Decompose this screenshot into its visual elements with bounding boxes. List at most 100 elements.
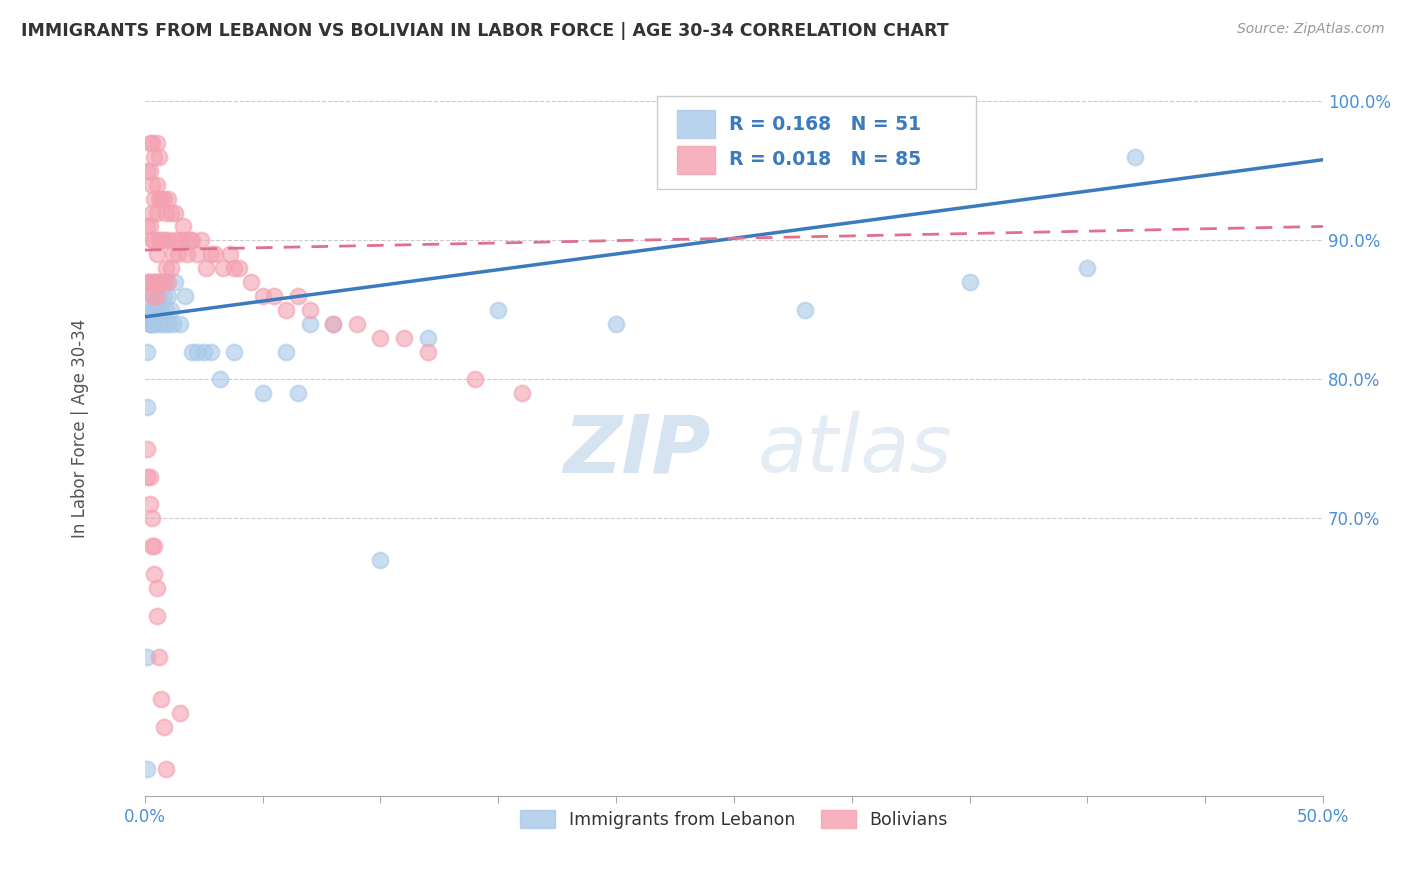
Point	[793, 302, 815, 317]
Point	[141, 302, 163, 317]
Point	[392, 331, 415, 345]
Point	[322, 317, 344, 331]
Point	[218, 247, 240, 261]
Point	[138, 136, 160, 150]
Point	[138, 469, 160, 483]
Point	[152, 289, 174, 303]
Point	[145, 247, 167, 261]
Point	[148, 650, 170, 665]
Point	[181, 344, 204, 359]
Legend: Immigrants from Lebanon, Bolivians: Immigrants from Lebanon, Bolivians	[513, 803, 955, 836]
Point	[263, 289, 285, 303]
Point	[143, 566, 166, 581]
Text: ZIP: ZIP	[562, 411, 710, 489]
Point	[141, 178, 163, 192]
Point	[200, 247, 222, 261]
Point	[152, 275, 174, 289]
Point	[159, 205, 181, 219]
Point	[224, 261, 246, 276]
Point	[176, 247, 198, 261]
Point	[138, 275, 160, 289]
Point	[157, 233, 180, 247]
Point	[169, 317, 191, 331]
FancyBboxPatch shape	[658, 96, 976, 188]
Point	[169, 706, 191, 720]
Point	[148, 275, 170, 289]
Point	[186, 344, 208, 359]
Text: atlas: atlas	[758, 411, 952, 489]
Point	[152, 233, 174, 247]
Point	[211, 261, 233, 276]
Bar	[678, 145, 716, 174]
Point	[224, 344, 246, 359]
Point	[239, 275, 262, 289]
Point	[179, 233, 201, 247]
Point	[152, 317, 174, 331]
Point	[148, 289, 170, 303]
Point	[141, 289, 163, 303]
Bar	[678, 111, 716, 138]
Point	[370, 553, 392, 567]
Point	[276, 302, 298, 317]
Point	[141, 511, 163, 525]
Point	[141, 233, 163, 247]
Point	[228, 261, 250, 276]
Point	[204, 247, 226, 261]
Text: IMMIGRANTS FROM LEBANON VS BOLIVIAN IN LABOR FORCE | AGE 30-34 CORRELATION CHART: IMMIGRANTS FROM LEBANON VS BOLIVIAN IN L…	[21, 22, 949, 40]
Point	[157, 192, 180, 206]
Point	[155, 261, 177, 276]
Point	[141, 136, 163, 150]
Point	[159, 302, 181, 317]
Point	[209, 372, 232, 386]
Point	[510, 386, 533, 401]
Point	[136, 650, 159, 665]
Point	[155, 205, 177, 219]
Point	[145, 581, 167, 595]
Point	[136, 344, 159, 359]
Point	[143, 289, 166, 303]
Point	[143, 539, 166, 553]
Point	[145, 302, 167, 317]
Point	[148, 192, 170, 206]
Point	[148, 317, 170, 331]
Point	[190, 233, 212, 247]
Point	[141, 317, 163, 331]
Point	[186, 247, 208, 261]
Point	[173, 233, 195, 247]
Text: R = 0.018   N = 85: R = 0.018 N = 85	[730, 151, 921, 169]
Point	[959, 275, 981, 289]
Point	[287, 386, 309, 401]
Point	[145, 178, 167, 192]
Text: R = 0.168   N = 51: R = 0.168 N = 51	[730, 115, 921, 134]
Point	[298, 302, 321, 317]
Point	[141, 289, 163, 303]
Point	[173, 289, 195, 303]
Point	[143, 317, 166, 331]
Point	[155, 275, 177, 289]
Point	[157, 289, 180, 303]
Point	[252, 386, 274, 401]
Point	[143, 275, 166, 289]
Point	[346, 317, 368, 331]
Point	[200, 344, 222, 359]
Point	[150, 275, 173, 289]
Point	[136, 400, 159, 414]
Point	[298, 317, 321, 331]
Point	[138, 498, 160, 512]
Point	[159, 261, 181, 276]
Point	[195, 261, 218, 276]
Point	[166, 247, 188, 261]
Point	[145, 608, 167, 623]
Point	[143, 192, 166, 206]
Point	[152, 720, 174, 734]
Point	[172, 219, 194, 234]
Point	[181, 233, 204, 247]
Point	[148, 150, 170, 164]
Point	[141, 539, 163, 553]
Point	[287, 289, 309, 303]
Point	[416, 331, 439, 345]
Point	[143, 275, 166, 289]
Point	[150, 692, 173, 706]
Point	[252, 289, 274, 303]
Point	[322, 317, 344, 331]
